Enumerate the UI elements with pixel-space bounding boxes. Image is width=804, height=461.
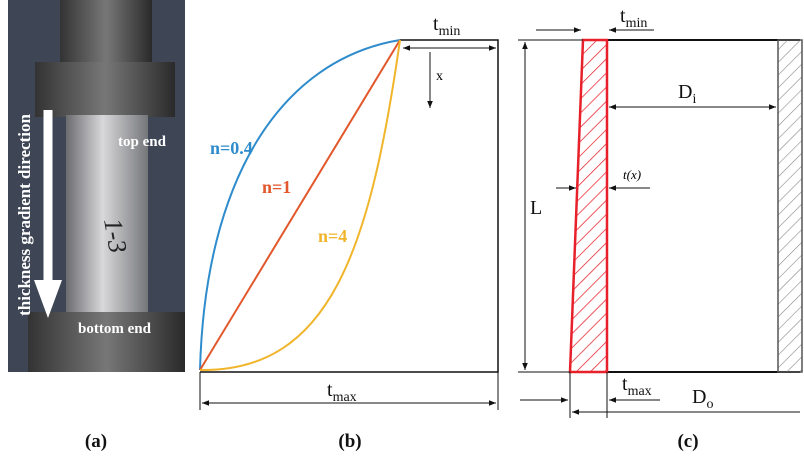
panel-label: (b) (338, 431, 361, 452)
t-max: tmax (327, 379, 357, 405)
curve-label: n=4 (318, 226, 347, 246)
outer-diameter: Do (692, 386, 713, 412)
t-min: tmin (433, 13, 460, 39)
top-end: top end (118, 134, 167, 150)
panel-label: (c) (677, 431, 698, 452)
length: L (530, 197, 542, 219)
photo (8, 0, 185, 372)
inner-diameter: Di (678, 81, 696, 107)
bottom-end: bottom end (78, 321, 152, 337)
x-label: x (436, 69, 443, 84)
specimen: 1-3 (98, 216, 133, 255)
thickness: t(x) (623, 167, 641, 182)
figure: thickness gradient direction top end bot… (0, 0, 804, 461)
curve-label: n=1 (262, 177, 291, 197)
direction: thickness gradient direction (15, 114, 34, 316)
profile (200, 40, 498, 410)
tube-section (518, 30, 802, 418)
t-max: tmax (622, 373, 652, 399)
panel-label: (a) (85, 431, 107, 452)
t-min: tmin (620, 5, 647, 31)
curve-label: n=0.4 (210, 138, 253, 158)
